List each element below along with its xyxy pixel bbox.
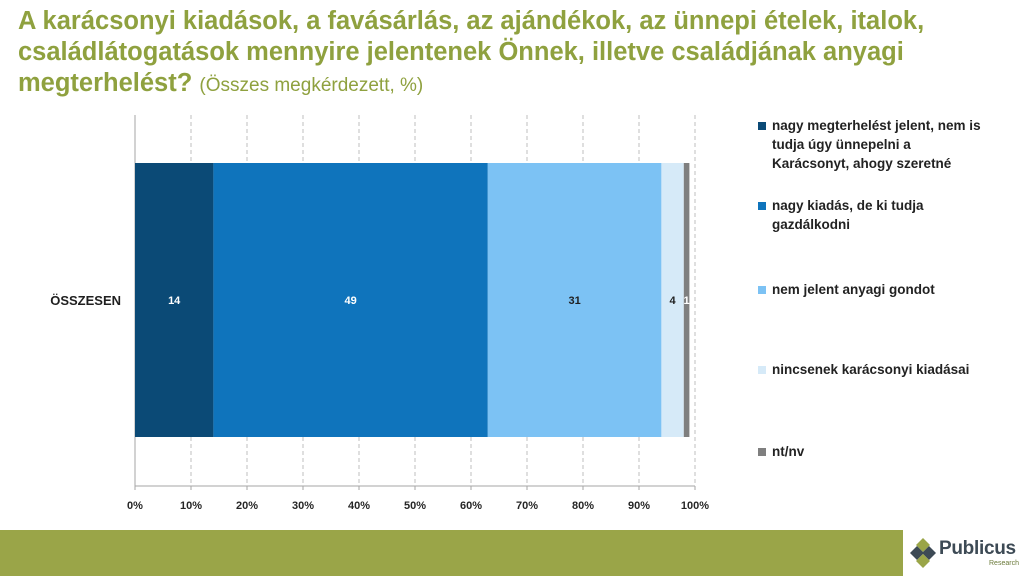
data-label: 1 [684,295,690,307]
chart-title: A karácsonyi kiadások, a favásárlás, az … [18,6,1008,101]
data-label: 14 [168,295,181,307]
bar-segment [683,163,690,437]
legend-label: nt/nv [772,444,805,459]
legend-item: nagy kiadás, de ki tudja gazdálkodni [758,196,988,234]
x-tick-label: 30% [292,500,314,512]
category-label: ÖSSZESEN [50,293,121,308]
legend-item: nagy megterhelést jelent, nem is tudja ú… [758,116,988,173]
logo-text: Publicus [939,538,1016,559]
x-tick-label: 50% [404,500,426,512]
x-tick-label: 80% [572,500,594,512]
legend-label: nagy kiadás, de ki tudja gazdálkodni [772,198,924,232]
data-label: 4 [670,295,677,307]
legend-item: nincsenek karácsonyi kiadásai [758,360,988,379]
data-label: 49 [344,295,356,307]
legend-swatch [758,366,766,374]
legend-swatch [758,202,766,210]
legend-swatch [758,286,766,294]
logo-mark-icon [910,538,936,568]
title-subtitle: (Összes megkérdezett, %) [199,75,424,96]
footer-bar [0,530,1024,576]
data-label: 31 [568,295,580,307]
title-main: A karácsonyi kiadások, a favásárlás, az … [18,7,925,97]
logo-tagline: Research [989,560,1019,567]
legend-swatch [758,448,766,456]
legend-label: nincsenek karácsonyi kiadásai [772,362,970,377]
legend-swatch [758,122,766,130]
x-tick-label: 70% [516,500,538,512]
x-tick-label: 0% [127,500,143,512]
bar-segment [135,163,214,437]
legend-item: nt/nv [758,442,988,461]
x-tick-label: 40% [348,500,370,512]
bar-segment [661,163,684,437]
x-tick-label: 90% [628,500,650,512]
stacked-bar-chart: 0% 10% 20% 30% 40% 50% 60% 70% 80% 90% 100% ÖSSZESE… [50,115,709,512]
x-tick-label: 20% [236,500,258,512]
legend-label: nem jelent anyagi gondot [772,282,935,297]
publicus-logo: Publicus Research [903,530,1024,576]
legend-item: nem jelent anyagi gondot [758,280,988,299]
x-tick-label: 10% [180,500,202,512]
x-tick-label: 100% [681,500,709,512]
bar-segment [487,163,662,437]
bar-segment [213,163,488,437]
x-tick-label: 60% [460,500,482,512]
legend-label: nagy megterhelést jelent, nem is tudja ú… [772,118,981,171]
